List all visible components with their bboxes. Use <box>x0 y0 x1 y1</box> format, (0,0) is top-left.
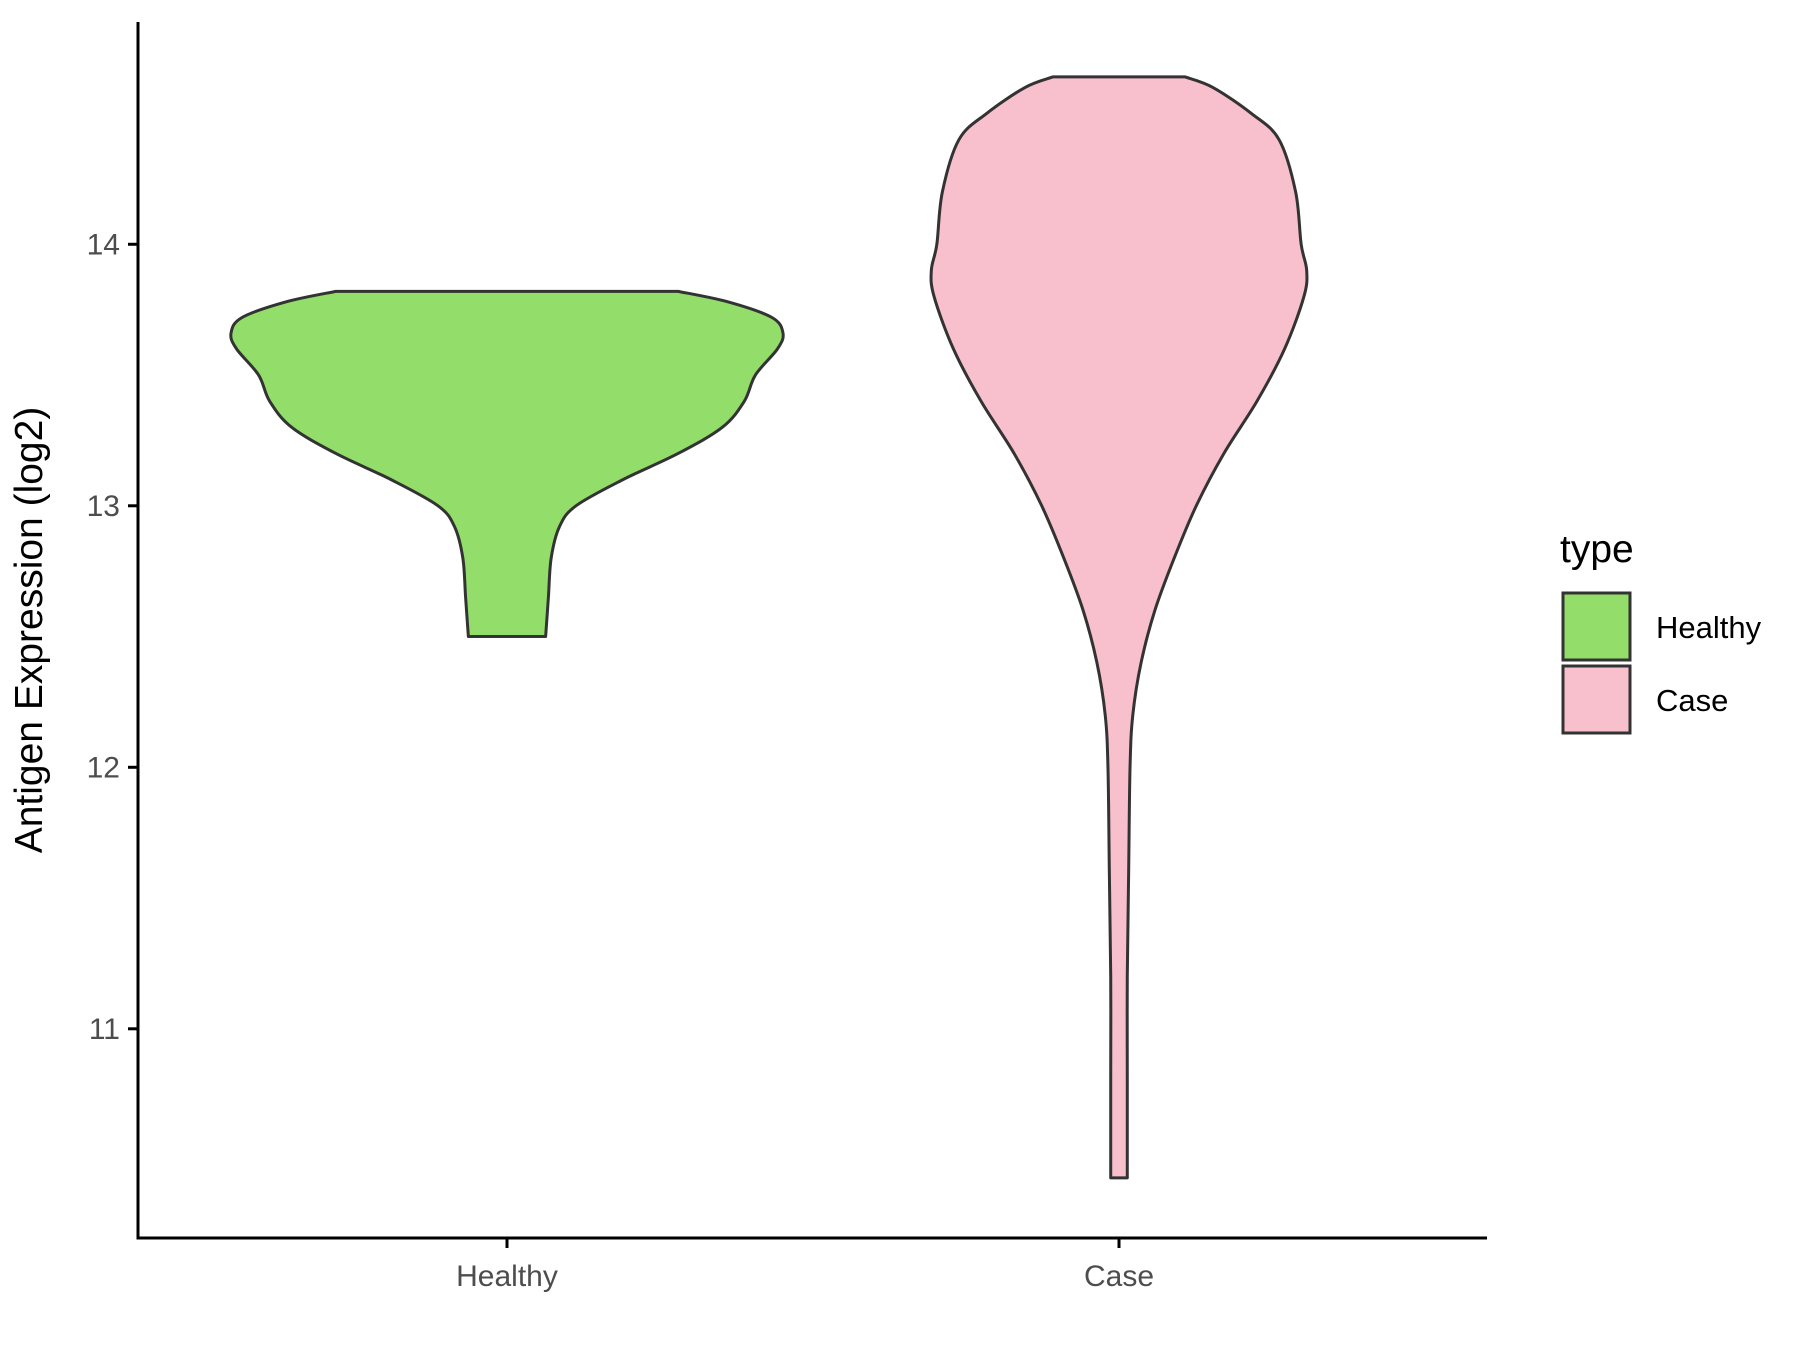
x-tick-label: Case <box>1084 1260 1154 1293</box>
legend-label-healthy: Healthy <box>1656 610 1762 645</box>
y-axis-title: Antigen Expression (log2) <box>8 407 51 854</box>
violin-layer <box>229 75 1309 1180</box>
y-ticks: 11 12 13 14 <box>87 228 138 1046</box>
x-ticks: Healthy Case <box>456 1238 1154 1293</box>
y-tick-label: 13 <box>87 490 120 523</box>
y-tick-label: 11 <box>89 1013 120 1046</box>
axes: 11 12 13 14 Healthy Case <box>87 22 1487 1293</box>
y-tick-label: 12 <box>87 751 120 784</box>
violin-case <box>929 75 1309 1180</box>
legend-key-healthy <box>1561 591 1632 662</box>
legend-entries: Healthy Case <box>1561 591 1762 735</box>
legend-key-case <box>1561 664 1632 735</box>
legend-title: type <box>1560 528 1634 571</box>
y-tick-label: 14 <box>87 228 120 261</box>
violin-healthy <box>229 289 785 639</box>
legend: type Healthy Case <box>1560 528 1762 735</box>
legend-label-case: Case <box>1656 683 1728 718</box>
x-tick-label: Healthy <box>456 1260 558 1293</box>
